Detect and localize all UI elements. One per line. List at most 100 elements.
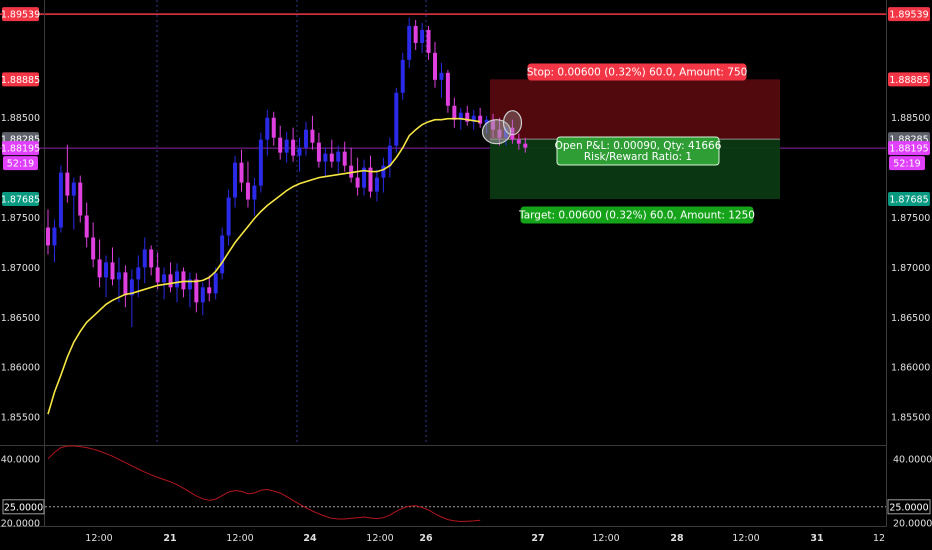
candle-body [478, 115, 483, 124]
candle-body [252, 185, 257, 200]
candle-body [458, 112, 463, 120]
price-badge[interactable]: 1.88195 [1, 141, 40, 156]
candle [329, 139, 334, 168]
position-tool[interactable] [490, 79, 780, 200]
time-tick-label: 26 [419, 533, 433, 544]
candle [58, 165, 63, 233]
candle [239, 149, 244, 192]
time-tick-label: 27 [531, 533, 544, 544]
candle-body [200, 287, 205, 303]
price-badge[interactable]: 52:19 [889, 156, 925, 171]
candle [387, 137, 392, 178]
candle-body [349, 165, 354, 178]
candle [110, 247, 115, 286]
price-badge-label: 1.88285 [889, 135, 928, 146]
candle-body [278, 137, 283, 153]
candle [91, 222, 96, 268]
time-tick-label: 21 [163, 533, 176, 544]
candle [71, 177, 76, 230]
price-tick-label: 20.0000 [1, 518, 40, 529]
price-badge-label: 1.88885 [1, 75, 40, 86]
target-label: Target: 0.00600 (0.32%) 60.0, Amount: 12… [518, 206, 755, 224]
time-tick-label: 12 [873, 533, 885, 544]
price-badge-label: 1.88195 [889, 144, 928, 155]
candle [123, 265, 128, 308]
candle-body [213, 273, 218, 294]
candle [258, 132, 263, 193]
time-tick-label: 12:00 [366, 533, 393, 544]
price-tick-label: 1.87000 [1, 263, 40, 274]
candle-body [329, 153, 334, 162]
position-labels: Stop: 0.00600 (0.32%) 60.0, Amount: 750 O… [518, 63, 755, 224]
price-badge-bg [2, 7, 39, 22]
candle [381, 157, 386, 193]
time-tick-label: 12:00 [732, 533, 759, 544]
candle-body [291, 139, 296, 156]
candle-body [523, 143, 528, 148]
candle [510, 119, 515, 144]
candle [413, 19, 418, 50]
candle-body [187, 279, 192, 290]
price-tick-label: 1.87500 [891, 213, 930, 224]
candle-body [284, 139, 289, 153]
candle-body [207, 287, 212, 294]
left-price-axis[interactable]: 1.900001.885001.875001.870001.865001.860… [1, 0, 45, 529]
level-badge-label: 25.0000 [4, 502, 43, 513]
price-badge[interactable]: 1.88885 [888, 72, 930, 87]
candle [445, 69, 450, 113]
candle-body [110, 262, 115, 280]
candle [478, 107, 483, 128]
candle-body [433, 52, 437, 80]
price-badge-label: 1.88885 [889, 75, 928, 86]
candle-body [220, 235, 225, 274]
candle-body [304, 129, 308, 148]
candle-body [129, 279, 134, 296]
pnl-label-text: Open P&L: 0.00090, Qty: 41666 [555, 140, 722, 152]
candle [226, 189, 231, 246]
price-badge-bg [888, 141, 930, 156]
price-tick-label: 1.85500 [1, 413, 40, 424]
price-badge[interactable]: 1.89539 [1, 7, 40, 22]
stop-zone[interactable] [490, 79, 780, 140]
candle-body [510, 127, 515, 140]
price-badge[interactable]: 1.87685 [1, 192, 40, 207]
candle [136, 255, 141, 298]
candle-body [323, 153, 328, 162]
candle [304, 121, 308, 156]
candle-body [420, 29, 425, 43]
right-price-axis[interactable]: 1.900001.885001.875001.870001.865001.860… [887, 0, 932, 529]
oscillator-level-badge: 25.0000 [887, 499, 931, 515]
price-badge[interactable]: 1.88195 [888, 141, 930, 156]
candle-body [271, 117, 276, 138]
price-tick-label: 1.86500 [891, 313, 930, 324]
stop-label-bg [527, 63, 747, 81]
candle-body [374, 177, 379, 192]
candle [65, 144, 70, 203]
highlight-ellipse [481, 110, 523, 145]
price-tick-label: 1.88500 [891, 113, 930, 124]
candle-body [439, 72, 444, 80]
level-badge-bg [887, 499, 931, 515]
price-badge-bg [2, 72, 39, 87]
price-badge[interactable]: 1.87685 [888, 192, 930, 207]
price-badge[interactable]: 1.88885 [1, 72, 40, 87]
price-tick-label: 1.87500 [1, 213, 40, 224]
candle-body [233, 162, 238, 198]
candle-body [162, 274, 167, 283]
price-badge[interactable]: 1.89539 [888, 7, 930, 22]
panes [0, 0, 887, 527]
candle-body [516, 139, 521, 144]
candle [407, 17, 412, 68]
time-axis[interactable]: 12:00 21 12:00 24 12:00 26 27 12:00 28 12:00 31 12 [85, 533, 885, 544]
oscillator-pane [45, 445, 886, 523]
pnl-label-text: Risk/Reward Ratio: 1 [584, 151, 692, 163]
candle [433, 41, 437, 88]
pnl-label: Open P&L: 0.00090, Qty: 41666Risk/Reward… [555, 136, 722, 166]
price-tick-label: 1.88500 [1, 113, 40, 124]
price-badge[interactable]: 52:19 [3, 156, 38, 171]
candle-body [84, 215, 89, 238]
price-tick-label: 1.86000 [891, 363, 930, 374]
candle-body [78, 182, 83, 216]
highlight-ellipse-right [502, 110, 523, 136]
